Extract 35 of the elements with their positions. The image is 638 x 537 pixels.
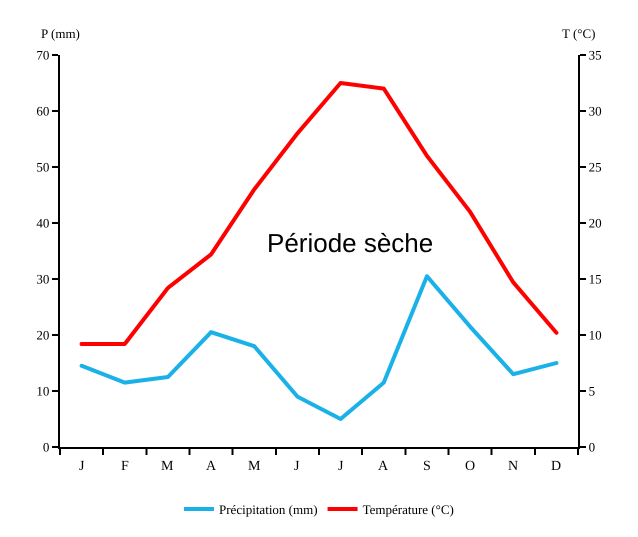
x-tick-label: M [161, 459, 174, 474]
y2-tick-label: 25 [588, 160, 602, 175]
y-tick-label: 50 [36, 160, 50, 175]
y-axis-title: P (mm) [41, 26, 80, 41]
x-tick-label: J [79, 459, 85, 474]
y2-tick-label: 20 [588, 216, 602, 231]
y2-axis-title: T (°C) [562, 26, 596, 41]
x-tick-label: J [294, 459, 300, 474]
legend-label: Précipitation (mm) [219, 502, 318, 518]
x-tick-label: J [338, 459, 344, 474]
line-series [80, 274, 558, 421]
x-tick-label: O [465, 459, 476, 474]
y-tick-label: 0 [42, 440, 50, 455]
y-tick-label: 40 [36, 216, 50, 231]
x-tick-label: D [551, 459, 562, 474]
y-tick-label: 30 [36, 272, 50, 287]
legend-label: Température (°C) [362, 502, 454, 518]
y2-tick-label: 0 [588, 440, 596, 455]
line-series [80, 81, 558, 346]
x-tick-label: M [248, 459, 261, 474]
x-tick-label: F [121, 459, 129, 474]
y2-tick-label: 30 [588, 104, 602, 119]
annotation: Période sèche [267, 228, 434, 258]
y-tick-label: 70 [36, 48, 50, 63]
x-tick-label: A [378, 459, 389, 474]
y-tick-label: 10 [36, 384, 50, 399]
y-tick-label: 20 [36, 328, 50, 343]
y2-tick-label: 10 [588, 328, 602, 343]
x-tick-label: N [508, 459, 518, 474]
y-tick-label: 60 [36, 104, 50, 119]
x-tick-label: A [206, 459, 217, 474]
y2-tick-label: 35 [588, 48, 602, 63]
x-tick-label: S [423, 459, 431, 474]
y2-tick-label: 5 [588, 384, 596, 399]
y2-tick-label: 15 [588, 272, 602, 287]
